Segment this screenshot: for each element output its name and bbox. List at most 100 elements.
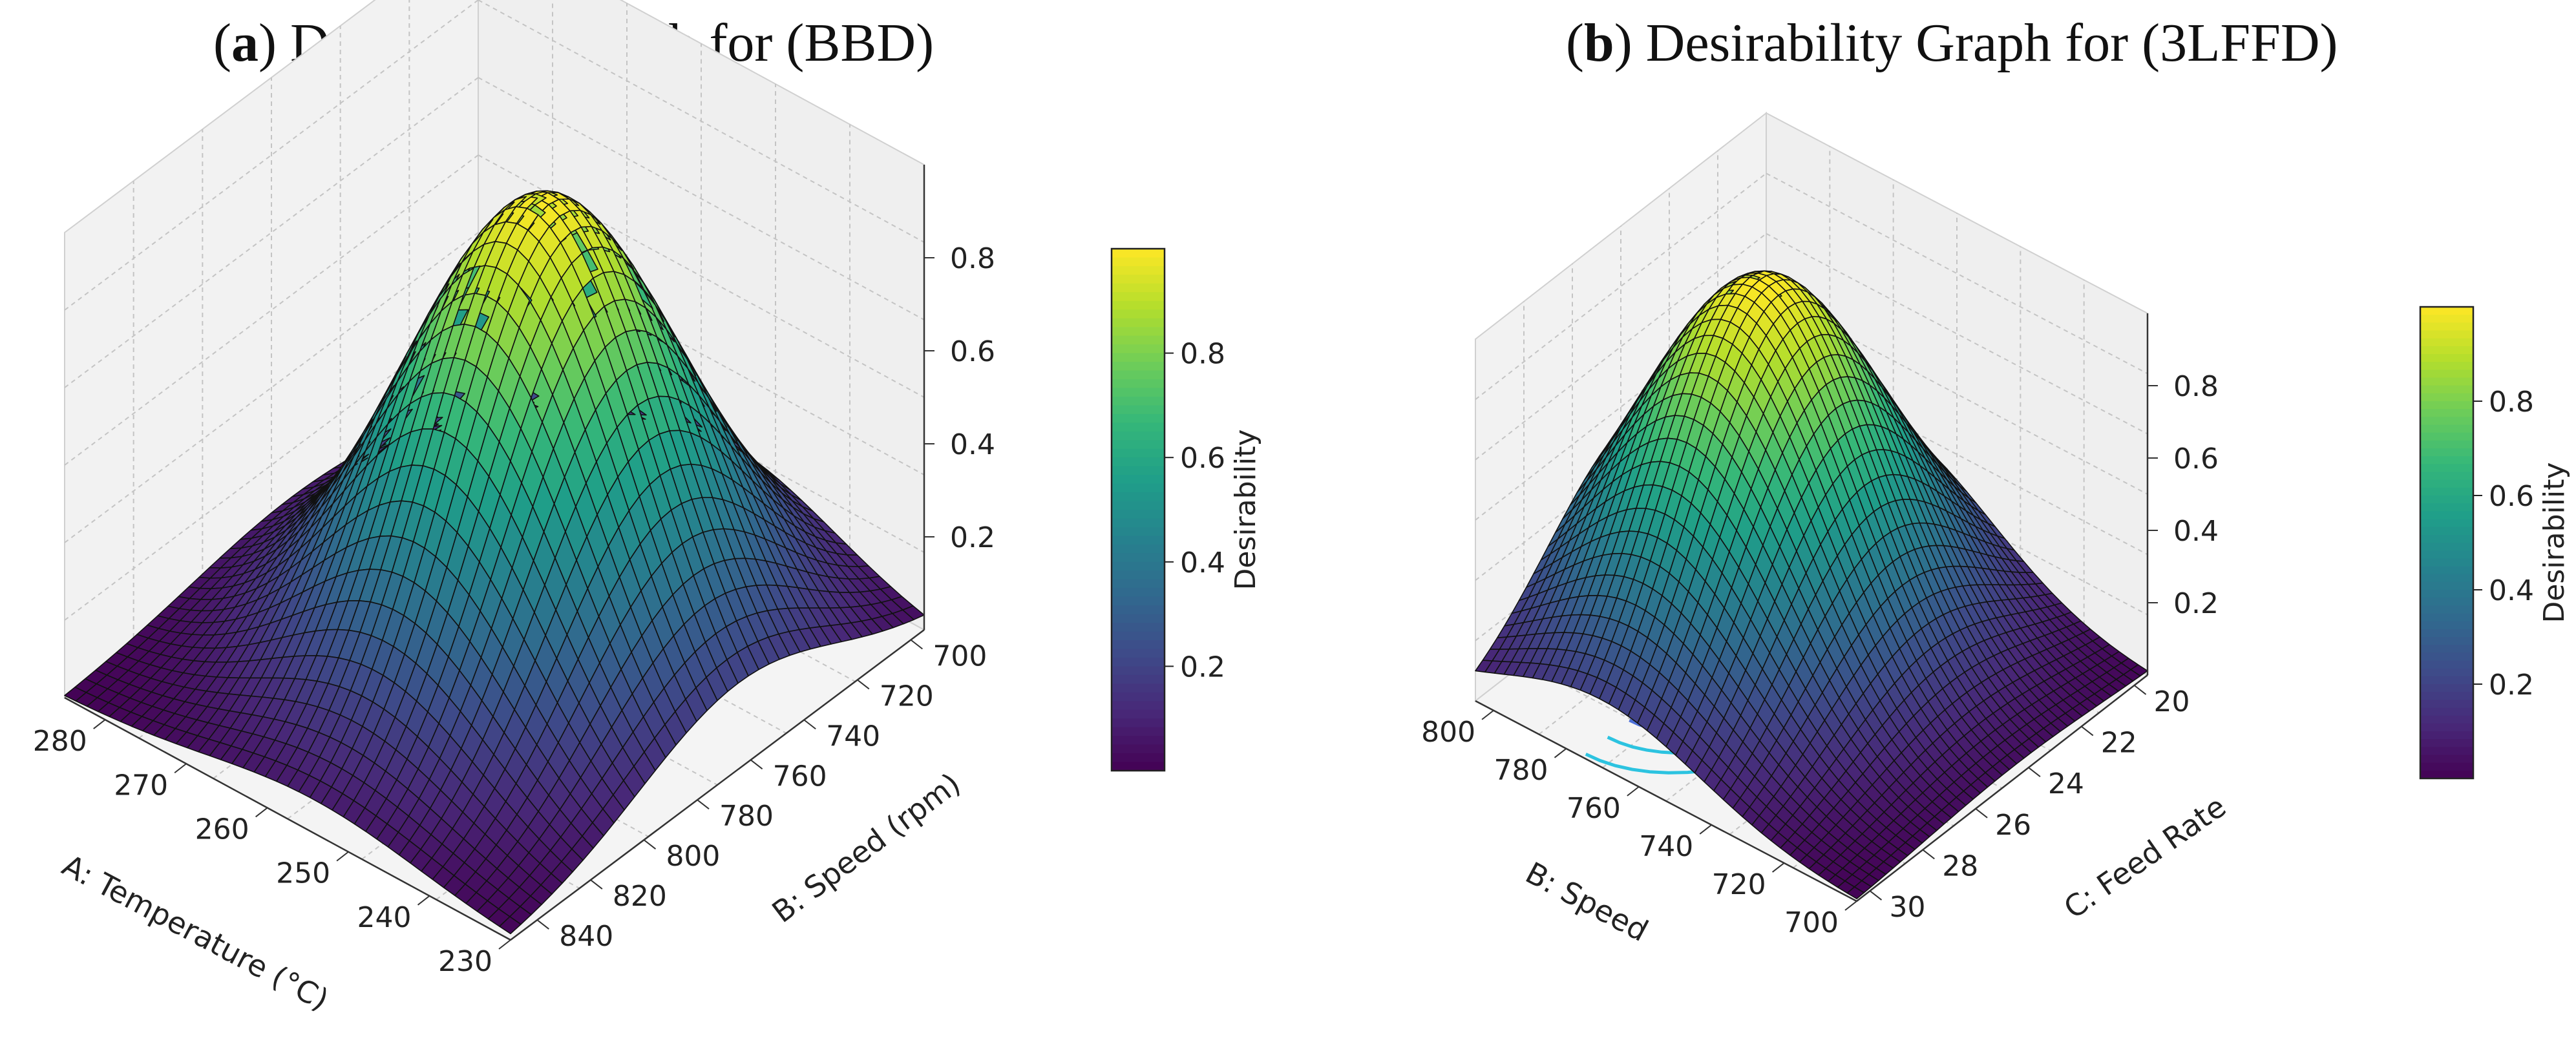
x-tick	[1627, 786, 1640, 797]
colorbar-band	[1112, 249, 1165, 258]
colorbar-band	[2420, 393, 2473, 402]
colorbar-band	[2420, 519, 2473, 528]
colorbar-band	[2420, 495, 2473, 505]
grid-line	[1475, 172, 1767, 401]
y-tick-label: 30	[1889, 891, 1925, 924]
y-axis-line	[1856, 674, 2148, 902]
colorbar-band	[2420, 676, 2473, 685]
colorbar-band	[2420, 401, 2473, 410]
colorbar-frame	[1110, 247, 1166, 772]
x-tick-label: 250	[276, 857, 330, 890]
chart-title: (b) Desirability Graph for (3LFFD)	[1566, 13, 2338, 73]
colorbar-band	[2420, 715, 2473, 724]
z-tick-label: 0.8	[2173, 370, 2219, 403]
colorbar-band	[1112, 388, 1165, 397]
colorbar-band	[1112, 492, 1165, 502]
grid-line	[478, 77, 925, 320]
x-tick	[1699, 824, 1712, 835]
title-letter: b	[1583, 13, 1614, 73]
colorbar-band	[1112, 536, 1165, 545]
colorbar-band	[1112, 266, 1165, 276]
surface-patch	[64, 686, 87, 702]
colorbar-label: Desirability	[1229, 429, 1262, 590]
y-tick-label: 800	[666, 840, 720, 873]
colorbar-band	[2420, 755, 2473, 764]
y-tick-label: 840	[559, 920, 613, 953]
colorbar-tick-label: 0.2	[1180, 651, 1225, 683]
colorbar-band	[1112, 762, 1165, 771]
colorbar-band	[1112, 692, 1165, 702]
colorbar-band	[1112, 683, 1165, 693]
colorbar-band	[2420, 432, 2473, 441]
y-tick	[750, 759, 763, 770]
colorbar	[2419, 306, 2482, 780]
title-text: ) Desirability Graph for (3LFFD)	[1614, 13, 2338, 73]
colorbar-band	[2420, 424, 2473, 433]
x-tick	[1772, 862, 1785, 873]
colorbar-band	[2420, 338, 2473, 347]
colorbar-band	[2420, 362, 2473, 371]
colorbar-frame	[2419, 306, 2475, 780]
surface	[1475, 270, 2148, 899]
y-tick	[536, 919, 549, 930]
grid-line	[1538, 507, 1830, 735]
grid-line	[478, 0, 925, 243]
y-tick	[643, 839, 657, 850]
colorbar-band	[2420, 377, 2473, 386]
colorbar-band	[1112, 283, 1165, 293]
title-letter: a	[231, 13, 259, 73]
axis-lines	[1475, 313, 2158, 911]
x-tick-label: 240	[357, 901, 412, 934]
colorbar-band	[2420, 354, 2473, 363]
colorbar-band	[1112, 353, 1165, 363]
colorbar-band	[2420, 770, 2473, 779]
colorbar-band	[1112, 275, 1165, 284]
colorbar-band	[2420, 574, 2473, 583]
colorbar-band	[2420, 370, 2473, 379]
colorbar-band	[2420, 723, 2473, 732]
x-tick-label: 270	[114, 769, 168, 802]
colorbar-band	[2420, 330, 2473, 339]
y-tick	[2081, 725, 2094, 736]
y-tick-label: 820	[613, 880, 667, 913]
z-tick-label: 0.2	[2173, 587, 2219, 620]
colorbar-band	[1112, 701, 1165, 711]
grid-line	[1475, 233, 1767, 461]
colorbar-band	[1112, 570, 1165, 580]
colorbar-band	[1112, 518, 1165, 528]
y-axis-label: C: Feed Rate	[2058, 789, 2232, 926]
colorbar	[1110, 247, 1174, 772]
grid-line	[1475, 353, 1767, 581]
colorbar-band	[2420, 700, 2473, 709]
y-tick	[803, 719, 816, 730]
z-tick-label: 0.6	[950, 335, 995, 368]
x-tick	[498, 939, 511, 950]
x-tick-label: 740	[1639, 830, 1693, 863]
colorbar-band	[1112, 596, 1165, 607]
x-tick-label: 720	[1712, 868, 1766, 901]
colorbar-band	[1112, 744, 1165, 755]
x-tick-label: 230	[438, 945, 492, 978]
colorbar-band	[1112, 405, 1165, 415]
colorbar-tick-label: 0.2	[2489, 669, 2534, 702]
grid-line	[64, 77, 479, 388]
y-tick	[697, 799, 710, 810]
colorbar-band	[1112, 666, 1165, 676]
colorbar-band	[2420, 550, 2473, 559]
colorbar-band	[1112, 640, 1165, 650]
colorbar-tick-label: 0.4	[1180, 547, 1225, 579]
x-tick-label: 760	[1567, 792, 1621, 825]
grid-line	[1475, 293, 1767, 521]
surface	[64, 190, 925, 935]
y-tick-label: 20	[2154, 685, 2190, 718]
colorbar-band	[2420, 605, 2473, 614]
colorbar-band	[2420, 731, 2473, 740]
colorbar-band	[2420, 707, 2473, 716]
colorbar-band	[1112, 631, 1165, 641]
colorbar-band	[1112, 431, 1165, 441]
colorbar-band	[2420, 590, 2473, 599]
colorbar-band	[2420, 315, 2473, 324]
surface-patch	[1475, 660, 1493, 673]
x-tick	[336, 851, 349, 862]
